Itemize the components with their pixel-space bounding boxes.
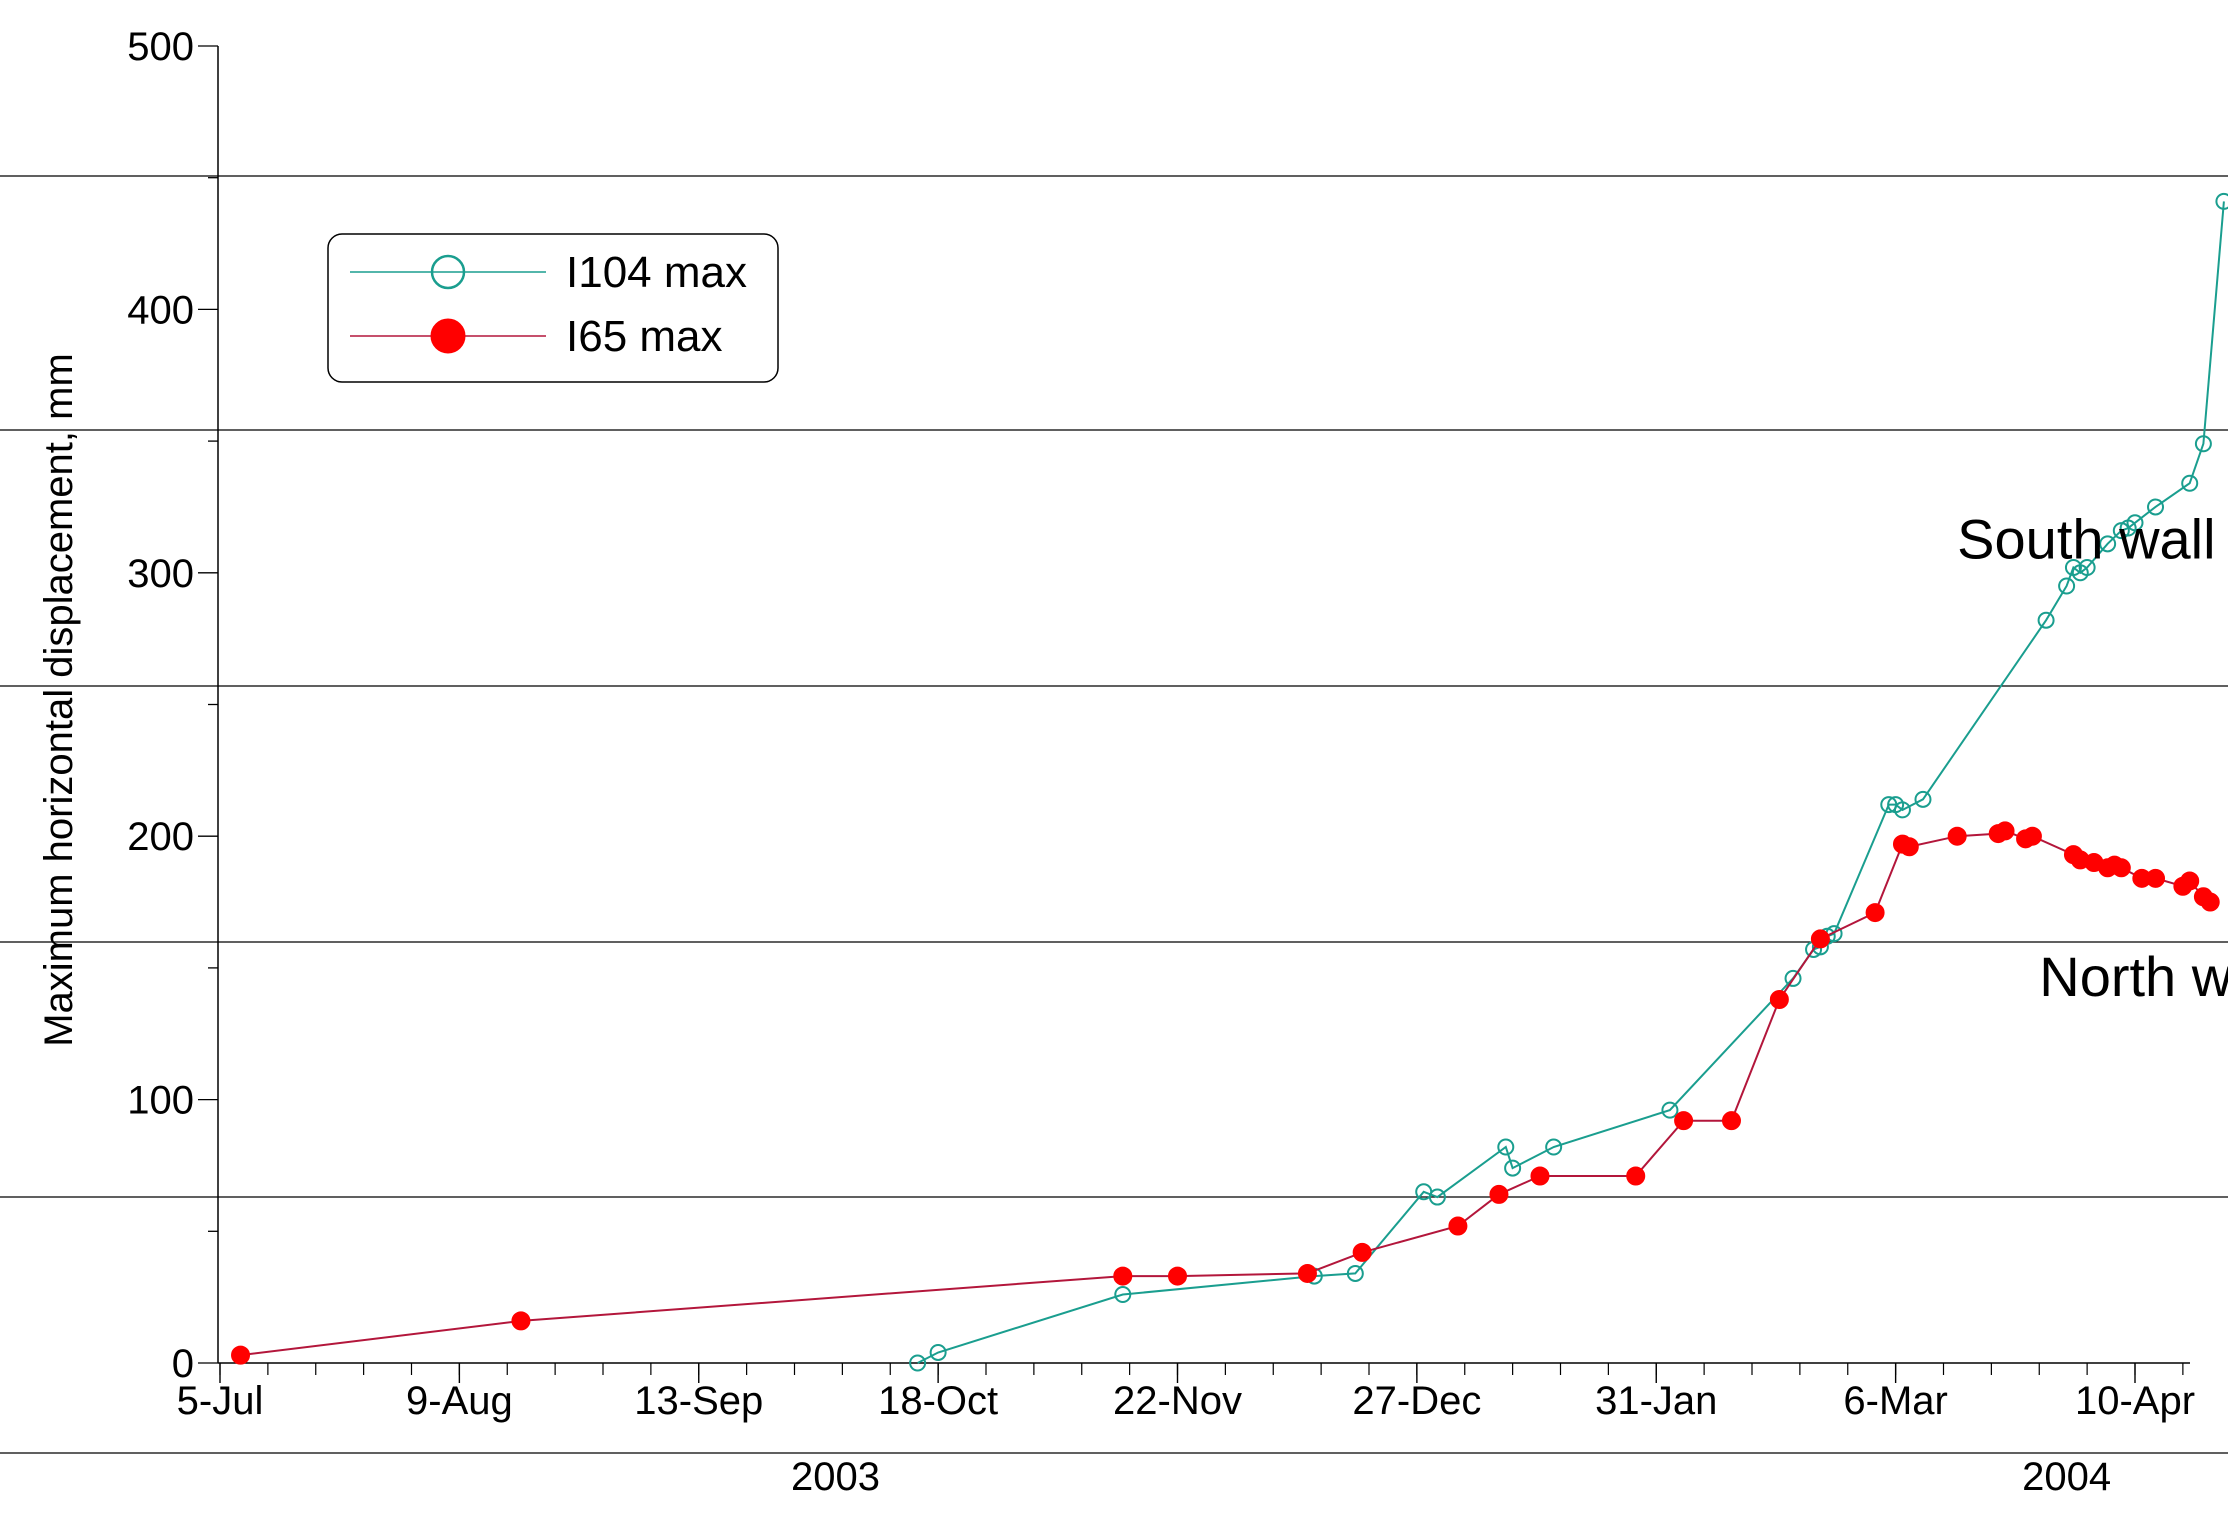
data-point [2022, 826, 2042, 846]
legend: I104 max I65 max [327, 233, 779, 383]
data-point [1899, 837, 1919, 857]
data-point [929, 1343, 947, 1361]
annotation-label: North wall [2039, 945, 2228, 1008]
data-point [1769, 990, 1789, 1010]
data-point [1114, 1286, 1132, 1304]
data-point [1545, 1138, 1563, 1156]
x-tick-label: 27-Dec [1352, 1379, 1481, 1423]
data-point [2058, 577, 2076, 595]
grid-lines [0, 175, 2228, 1454]
data-point [1721, 1111, 1741, 1131]
annotation-label: South wall [1957, 508, 2215, 571]
data-point [2111, 858, 2131, 878]
data-point [1297, 1263, 1317, 1283]
legend-marker [430, 318, 466, 354]
series-line [917, 201, 2225, 1364]
y-axis-label: Maximum horizontal displacement, mm [37, 353, 81, 1047]
data-point [2147, 498, 2165, 516]
x-tick-label: 5-Jul [177, 1379, 264, 1423]
data-point [1626, 1166, 1646, 1186]
data-point [2194, 435, 2212, 453]
data-point [2146, 868, 2166, 888]
data-point [1489, 1184, 1509, 1204]
y-tick-label: 100 [127, 1079, 194, 1123]
data-point [1504, 1159, 1522, 1177]
data-point [2181, 474, 2199, 492]
data-point [1661, 1101, 1679, 1119]
data-point [511, 1311, 531, 1331]
data-point [1346, 1264, 1364, 1282]
data-point [2180, 871, 2200, 891]
data-point [231, 1345, 251, 1365]
data-point [1810, 929, 1830, 949]
data-point [1893, 801, 1911, 819]
y-tick-label: 0 [172, 1342, 194, 1386]
data-point [1995, 821, 2015, 841]
data-point [1448, 1216, 1468, 1236]
year-label: 2004 [2022, 1455, 2111, 1499]
series [231, 192, 2228, 1372]
data-point [2099, 535, 2117, 553]
data-point [1428, 1188, 1446, 1206]
data-point [2215, 192, 2228, 210]
data-point [2200, 892, 2220, 912]
data-point [2037, 611, 2055, 629]
data-point [1914, 790, 1932, 808]
x-tick-label: 22-Nov [1113, 1379, 1242, 1423]
data-point [1113, 1266, 1133, 1286]
legend-label: I104 max [566, 248, 747, 297]
y-tick-label: 200 [127, 815, 194, 859]
x-tick-label: 18-Oct [878, 1379, 998, 1423]
legend-marker [430, 254, 466, 290]
y-tick-label: 500 [127, 25, 194, 69]
x-tick-label: 31-Jan [1595, 1379, 1717, 1423]
annotations: South wall North wall [1957, 508, 2228, 1008]
x-tick-label: 6-Mar [1843, 1379, 1947, 1423]
x-tick-label: 9-Aug [406, 1379, 513, 1423]
y-tick-label: 400 [127, 288, 194, 332]
series-i104 [909, 192, 2228, 1372]
year-label: 2003 [791, 1455, 880, 1499]
legend-label: I65 max [566, 312, 723, 361]
data-point [909, 1354, 927, 1372]
series-i65 [231, 821, 2220, 1365]
data-point [1947, 826, 1967, 846]
x-tick-label: 13-Sep [634, 1379, 763, 1423]
y-tick-label: 300 [127, 552, 194, 596]
series-line [240, 829, 2211, 1357]
data-point [1865, 903, 1885, 923]
data-point [1168, 1266, 1187, 1286]
data-point [1497, 1138, 1515, 1156]
data-point [1674, 1111, 1694, 1131]
data-point [1784, 969, 1802, 987]
data-point [1352, 1242, 1372, 1262]
x-tick-label: 10-Apr [2075, 1379, 2195, 1423]
data-point [2126, 514, 2144, 532]
data-point [2078, 559, 2096, 577]
data-point [1530, 1166, 1550, 1186]
axes: 0 100 200 300 400 500 5-Jul 9-Aug 13-Sep 18-Oct 22… [127, 25, 2195, 1499]
